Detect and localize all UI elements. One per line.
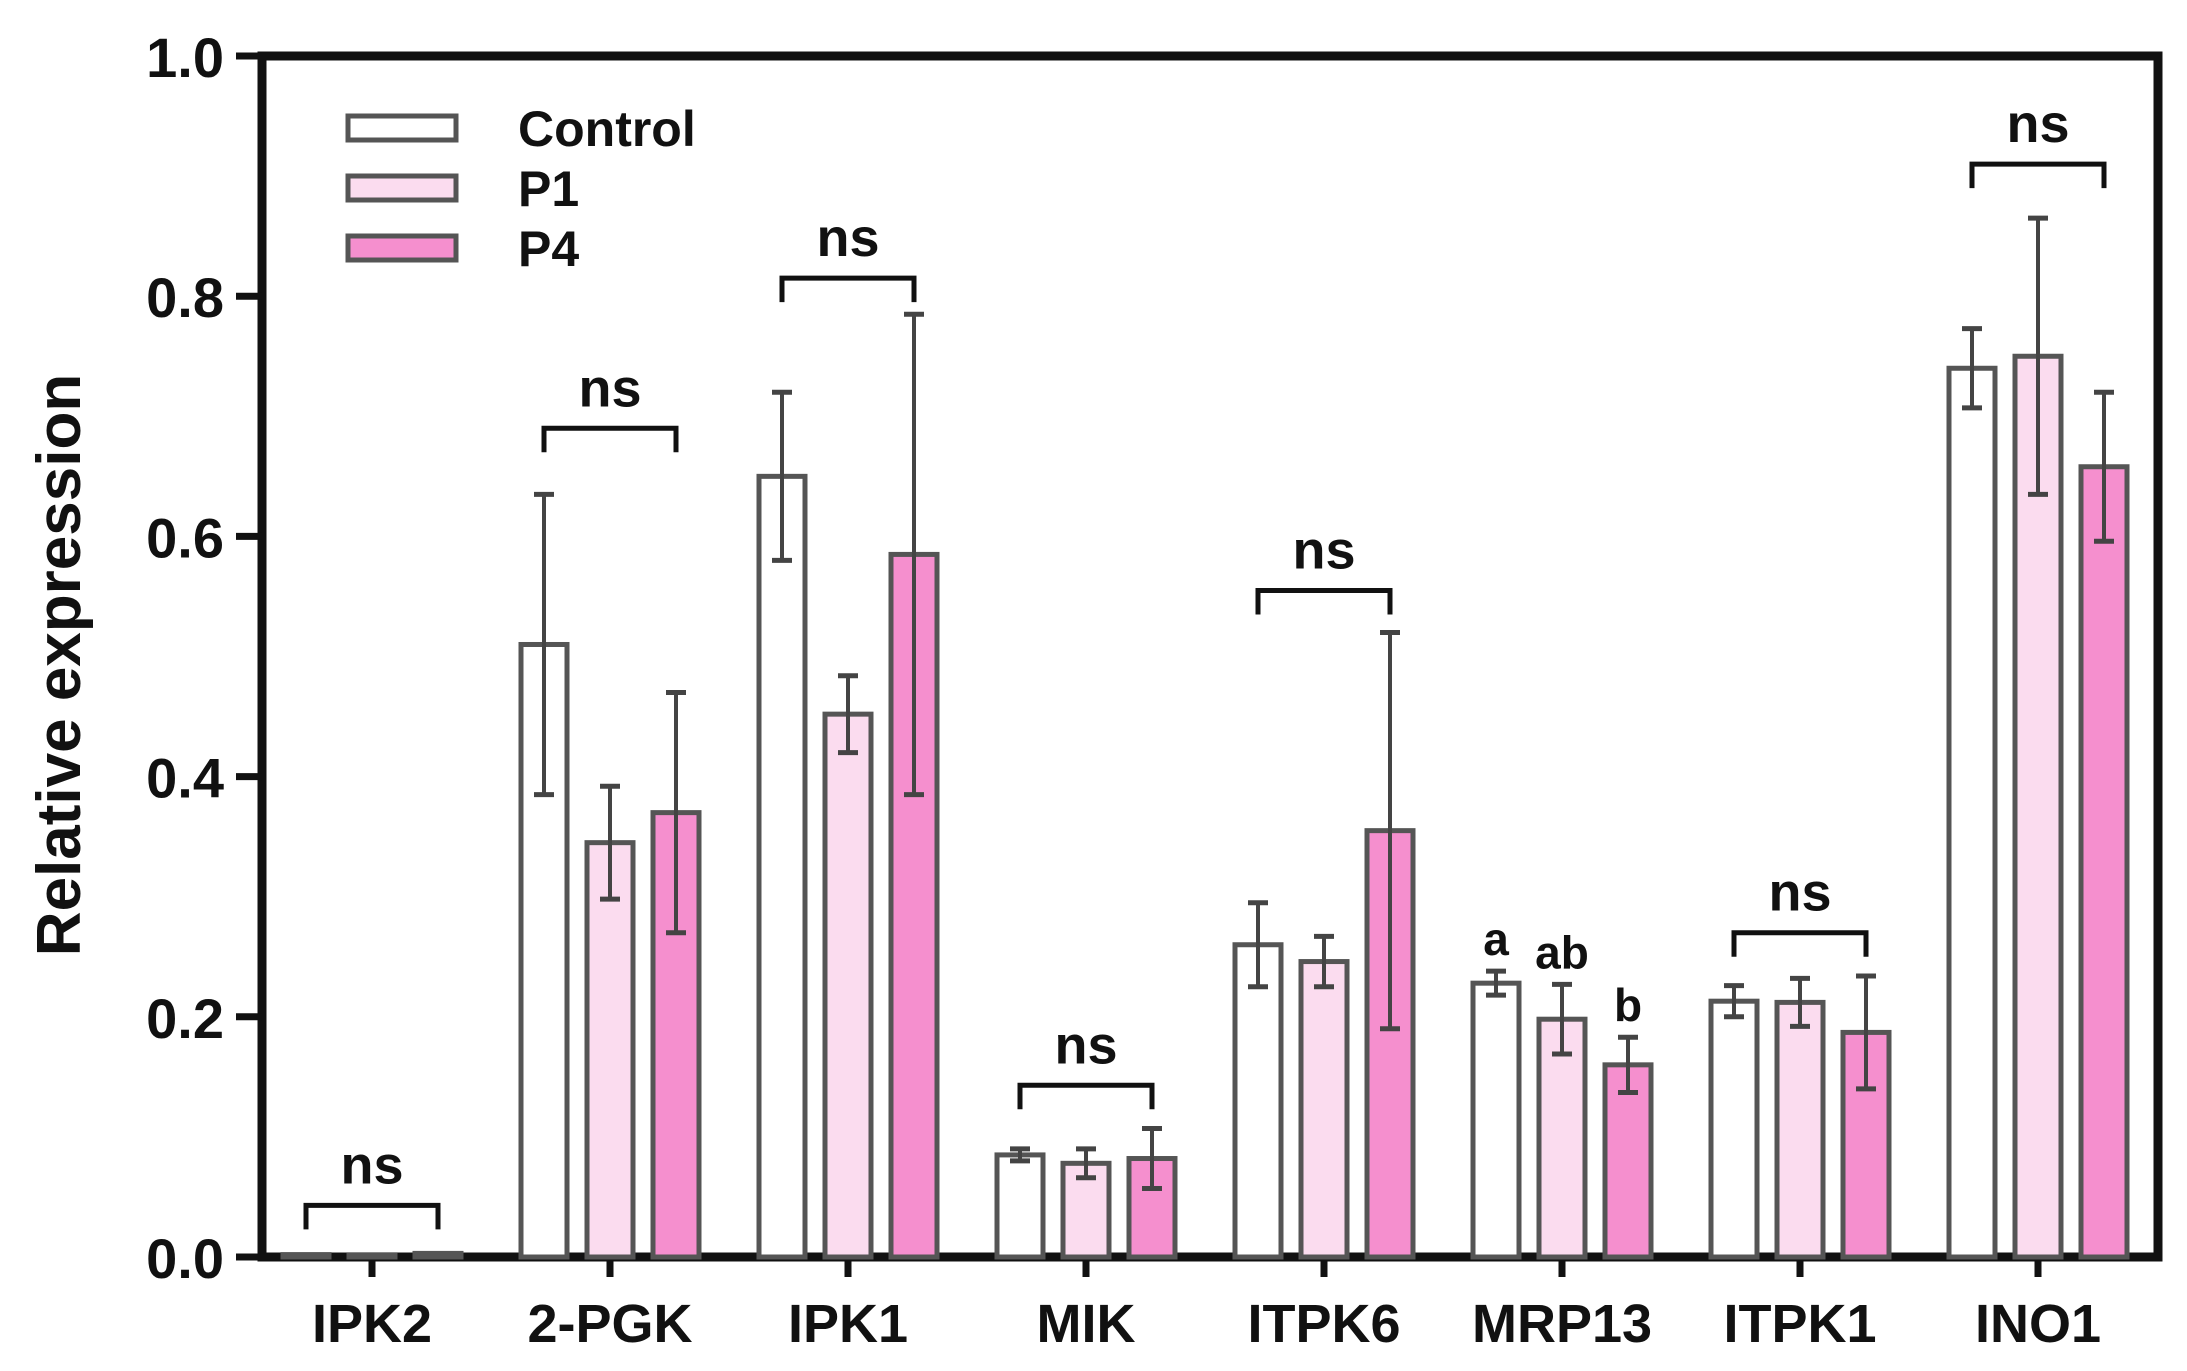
bar-control xyxy=(1946,365,1998,1260)
bar-control xyxy=(1470,980,1522,1260)
x-tick-label: MRP13 xyxy=(1472,1294,1652,1354)
significance-bracket xyxy=(1969,161,2107,189)
legend-label-control: Control xyxy=(518,101,696,157)
bar-control xyxy=(280,1252,332,1260)
y-tick-label: 0.4 xyxy=(146,747,224,810)
bar-control xyxy=(1232,942,1284,1260)
significance-label: ns xyxy=(816,208,879,268)
bar-p1 xyxy=(1298,959,1350,1260)
bar-p4 xyxy=(412,1250,464,1260)
x-tick-label: MIK xyxy=(1037,1294,1136,1354)
significance-label: ns xyxy=(2006,94,2069,154)
significance-label: ns xyxy=(1292,520,1355,580)
bar-p1 xyxy=(1536,1016,1588,1260)
y-tick-label: 1.0 xyxy=(146,26,224,89)
significance-label: ns xyxy=(340,1135,403,1195)
x-tick-label: ITPK1 xyxy=(1723,1294,1876,1354)
bar-p1 xyxy=(346,1253,398,1260)
plot-frame xyxy=(257,51,2163,1262)
bar-p1 xyxy=(1774,999,1826,1260)
legend-swatch-p4 xyxy=(345,233,459,263)
bar-p4 xyxy=(1602,1062,1654,1260)
legend-label-p1: P1 xyxy=(518,161,579,217)
bar-control xyxy=(1708,998,1760,1260)
significance-bracket xyxy=(1017,1082,1155,1110)
bar-p1 xyxy=(584,840,636,1260)
legend-label-p4: P4 xyxy=(518,221,579,277)
bar-control xyxy=(756,473,808,1260)
significance-bracket xyxy=(1255,587,1393,615)
bar-p1 xyxy=(822,711,874,1260)
y-tick-label: 0.2 xyxy=(146,987,224,1050)
significance-bracket xyxy=(1731,930,1869,957)
significance-letter: a xyxy=(1483,913,1509,965)
significance-label: ns xyxy=(1054,1015,1117,1075)
bar-p4 xyxy=(2078,464,2130,1260)
x-tick-label: 2-PGK xyxy=(527,1294,692,1354)
significance-bracket xyxy=(779,275,917,303)
legend-swatch-control xyxy=(345,113,459,143)
significance-letter: ab xyxy=(1535,926,1589,978)
significance-letter: b xyxy=(1614,979,1642,1031)
legend-swatch-p1 xyxy=(345,173,459,203)
bar-control xyxy=(994,1152,1046,1260)
y-axis-label: Relative expression xyxy=(25,374,94,956)
y-tick-label: 0.6 xyxy=(146,506,224,569)
significance-bracket xyxy=(541,425,679,453)
significance-bracket xyxy=(303,1202,441,1230)
x-tick-label: INO1 xyxy=(1975,1294,2101,1354)
bar-p4 xyxy=(650,810,702,1260)
significance-label: ns xyxy=(1768,863,1831,923)
x-tick-label: ITPK6 xyxy=(1247,1294,1400,1354)
significance-label: ns xyxy=(578,358,641,418)
x-tick-label: IPK2 xyxy=(312,1294,432,1354)
y-tick-label: 0.8 xyxy=(146,266,224,329)
x-tick-label: IPK1 xyxy=(788,1294,908,1354)
y-tick-label: 0.0 xyxy=(146,1227,224,1290)
